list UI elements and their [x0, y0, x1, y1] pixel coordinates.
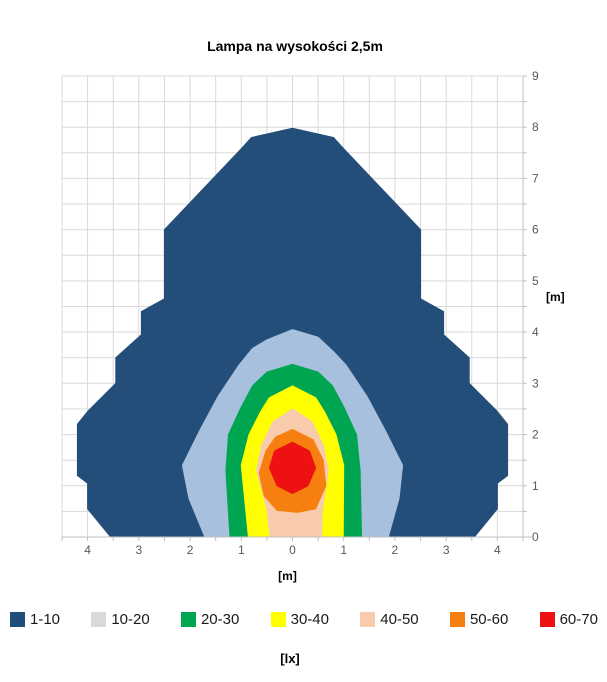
- legend-item-40-50: 40-50: [360, 610, 419, 628]
- legend-label: 30-40: [290, 610, 329, 628]
- legend-label: 10-20: [111, 610, 150, 628]
- legend-label: 40-50: [380, 610, 419, 628]
- x-tick-label: 2: [187, 543, 194, 557]
- x-axis-unit-label: [m]: [278, 569, 297, 583]
- x-tick-label: 4: [84, 543, 91, 557]
- legend: 1-10 10-20 20-30 30-40 40-50 50-60 60-70: [10, 609, 598, 629]
- y-tick-label: 7: [532, 171, 539, 185]
- legend-item-10-20: 10-20: [91, 610, 150, 628]
- y-tick-label: 4: [532, 325, 539, 339]
- y-tick-label: 9: [532, 69, 539, 83]
- y-tick-label: 8: [532, 120, 539, 134]
- x-tick-label: 4: [494, 543, 501, 557]
- legend-item-20-30: 20-30: [180, 610, 240, 628]
- x-tick-label: 0: [289, 543, 296, 557]
- legend-unit-label: [lx]: [280, 651, 300, 666]
- legend-item-30-40: 30-40: [270, 610, 329, 628]
- legend-label: 1-10: [30, 610, 61, 628]
- x-tick-label: 1: [238, 543, 245, 557]
- legend-swatch-icon: [270, 611, 286, 627]
- legend-item-1-10: 1-10: [10, 610, 61, 628]
- y-tick-label: 5: [532, 274, 539, 288]
- x-tick-label: 2: [392, 543, 399, 557]
- legend-swatch-icon: [449, 611, 465, 627]
- y-axis-unit-label: [m]: [546, 290, 565, 304]
- plot-area: 4 3 2 1 0 1 2 3 4 0 1 2 3 4 5 6 7 8 9: [61, 69, 539, 557]
- legend-label: 20-30: [200, 610, 240, 628]
- y-tick-label: 0: [532, 530, 539, 544]
- y-tick-label: 6: [532, 223, 539, 237]
- x-tick-label: 1: [340, 543, 347, 557]
- legend-item-60-70: 60-70: [539, 610, 598, 628]
- legend-swatch-icon: [360, 611, 376, 627]
- x-tick-label: 3: [135, 543, 142, 557]
- y-tick-label: 3: [532, 376, 539, 390]
- y-tick-label: 1: [532, 479, 539, 493]
- legend-swatch-icon: [10, 611, 25, 627]
- y-tick-label: 2: [532, 428, 539, 442]
- chart-title: Lampa na wysokości 2,5m: [207, 38, 383, 54]
- legend-label: 50-60: [469, 610, 509, 628]
- legend-swatch-icon: [91, 611, 107, 627]
- legend-swatch-icon: [539, 611, 555, 627]
- x-tick-label: 3: [443, 543, 450, 557]
- legend-label: 60-70: [559, 610, 598, 628]
- contour-band-60-70-lx: [268, 441, 317, 494]
- legend-item-50-60: 50-60: [449, 610, 509, 628]
- legend-swatch-icon: [180, 611, 196, 627]
